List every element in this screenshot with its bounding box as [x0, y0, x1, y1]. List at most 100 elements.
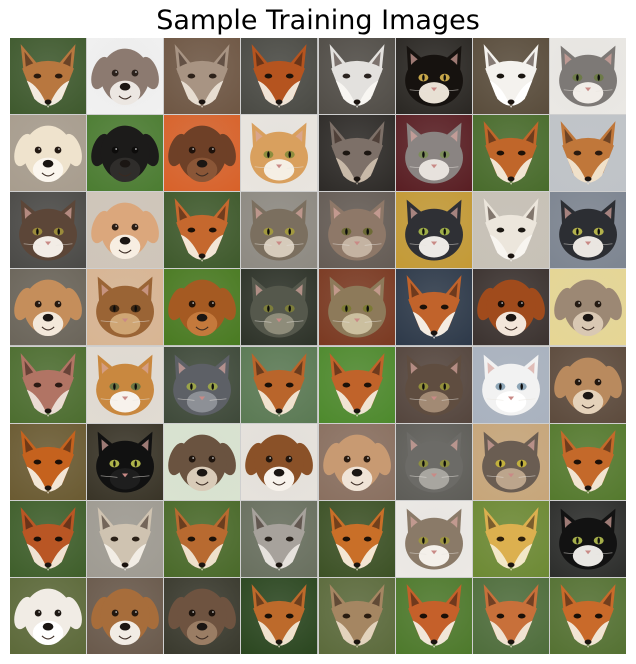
- animal-face-illustration: [164, 501, 240, 577]
- image-tile-dog: [241, 424, 317, 500]
- animal-face-illustration: [396, 38, 472, 114]
- image-tile-fox: [473, 192, 549, 268]
- animal-face-illustration: [473, 269, 549, 345]
- image-tile-fox: [319, 115, 395, 191]
- animal-face-illustration: [473, 424, 549, 500]
- animal-face-illustration: [319, 424, 395, 500]
- image-tile-cat: [396, 192, 472, 268]
- animal-face-illustration: [396, 501, 472, 577]
- image-tile-dog: [164, 578, 240, 654]
- image-tile-fox: [473, 115, 549, 191]
- animal-face-illustration: [473, 501, 549, 577]
- animal-face-illustration: [473, 192, 549, 268]
- image-tile-dog: [473, 269, 549, 345]
- image-tile-cat: [473, 347, 549, 423]
- animal-face-illustration: [319, 38, 395, 114]
- image-tile-dog: [87, 192, 163, 268]
- animal-face-illustration: [241, 192, 317, 268]
- animal-face-illustration: [87, 115, 163, 191]
- image-tile-fox: [10, 501, 86, 577]
- image-tile-fox: [319, 347, 395, 423]
- image-tile-dog: [10, 269, 86, 345]
- animal-face-illustration: [87, 269, 163, 345]
- animal-face-illustration: [87, 424, 163, 500]
- animal-face-illustration: [87, 38, 163, 114]
- animal-face-illustration: [164, 424, 240, 500]
- animal-face-illustration: [10, 578, 86, 654]
- image-tile-dog: [164, 269, 240, 345]
- image-tile-fox: [550, 424, 626, 500]
- image-tile-cat: [241, 269, 317, 345]
- image-tile-cat: [473, 424, 549, 500]
- image-tile-fox: [241, 501, 317, 577]
- animal-face-illustration: [87, 501, 163, 577]
- animal-face-illustration: [241, 347, 317, 423]
- image-tile-cat: [241, 192, 317, 268]
- animal-face-illustration: [87, 578, 163, 654]
- image-tile-cat: [550, 192, 626, 268]
- animal-face-illustration: [396, 347, 472, 423]
- animal-face-illustration: [87, 347, 163, 423]
- image-tile-dog: [10, 115, 86, 191]
- image-tile-fox: [396, 269, 472, 345]
- image-tile-fox: [164, 38, 240, 114]
- image-tile-cat: [87, 347, 163, 423]
- animal-face-illustration: [550, 424, 626, 500]
- animal-face-illustration: [241, 38, 317, 114]
- image-tile-cat: [241, 115, 317, 191]
- image-tile-fox: [473, 501, 549, 577]
- image-tile-fox: [241, 347, 317, 423]
- image-tile-fox: [473, 578, 549, 654]
- animal-face-illustration: [10, 347, 86, 423]
- animal-face-illustration: [87, 192, 163, 268]
- animal-face-illustration: [319, 501, 395, 577]
- animal-face-illustration: [550, 115, 626, 191]
- image-tile-fox: [10, 424, 86, 500]
- image-tile-cat: [550, 501, 626, 577]
- image-tile-cat: [396, 347, 472, 423]
- image-tile-fox: [550, 115, 626, 191]
- image-tile-dog: [164, 424, 240, 500]
- image-tile-dog: [319, 424, 395, 500]
- image-tile-fox: [87, 501, 163, 577]
- animal-face-illustration: [550, 501, 626, 577]
- animal-face-illustration: [550, 192, 626, 268]
- animal-face-illustration: [396, 424, 472, 500]
- image-tile-cat: [87, 269, 163, 345]
- animal-face-illustration: [241, 115, 317, 191]
- image-tile-fox: [319, 501, 395, 577]
- animal-face-illustration: [319, 269, 395, 345]
- image-tile-fox: [164, 501, 240, 577]
- animal-face-illustration: [396, 115, 472, 191]
- animal-face-illustration: [10, 192, 86, 268]
- animal-face-illustration: [319, 115, 395, 191]
- animal-face-illustration: [241, 424, 317, 500]
- animal-face-illustration: [10, 269, 86, 345]
- animal-face-illustration: [241, 501, 317, 577]
- image-tile-dog: [87, 578, 163, 654]
- image-tile-dog: [87, 115, 163, 191]
- animal-face-illustration: [396, 269, 472, 345]
- image-tile-dog: [550, 269, 626, 345]
- animal-face-illustration: [164, 578, 240, 654]
- animal-face-illustration: [10, 38, 86, 114]
- image-tile-dog: [550, 347, 626, 423]
- animal-face-illustration: [550, 347, 626, 423]
- image-tile-cat: [319, 269, 395, 345]
- image-tile-fox: [473, 38, 549, 114]
- animal-face-illustration: [550, 578, 626, 654]
- image-tile-dog: [10, 578, 86, 654]
- animal-face-illustration: [396, 578, 472, 654]
- animal-face-illustration: [550, 38, 626, 114]
- image-tile-fox: [319, 38, 395, 114]
- image-tile-fox: [550, 578, 626, 654]
- animal-face-illustration: [164, 115, 240, 191]
- animal-face-illustration: [473, 347, 549, 423]
- image-tile-fox: [241, 38, 317, 114]
- animal-face-illustration: [241, 578, 317, 654]
- animal-face-illustration: [164, 269, 240, 345]
- image-tile-cat: [396, 424, 472, 500]
- image-tile-cat: [396, 38, 472, 114]
- animal-face-illustration: [473, 578, 549, 654]
- animal-face-illustration: [319, 578, 395, 654]
